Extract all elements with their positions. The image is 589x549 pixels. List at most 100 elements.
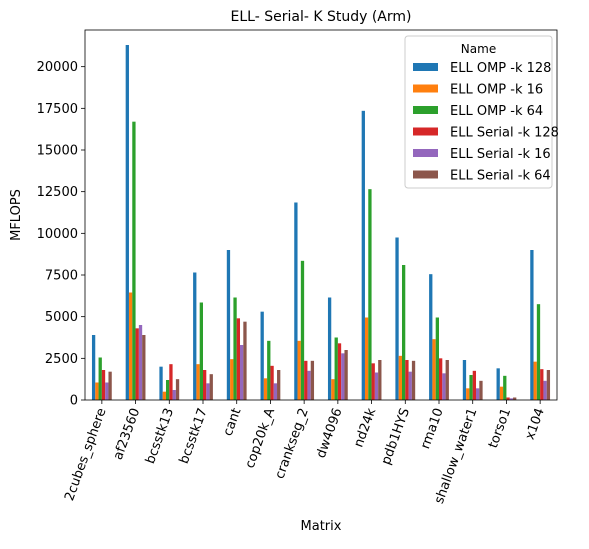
bar-rma10-4: [439, 358, 443, 400]
y-axis-label: MFLOPS: [9, 189, 24, 241]
x-tick-label: nd24k: [351, 406, 379, 450]
plot-frame: [84, 29, 558, 401]
bar-cop20k_A-3: [267, 340, 271, 400]
x-tick-label: dw4096: [314, 406, 346, 460]
bar-crankseg_2-1: [294, 202, 298, 400]
bar-dw4096-1: [327, 297, 332, 400]
bar-rma10-3: [435, 317, 439, 400]
bar-x104-6: [546, 370, 551, 400]
bar-af23560-1: [125, 45, 129, 400]
bar-cant-1: [226, 250, 231, 400]
y-tick-label: 10000: [37, 227, 78, 242]
bar-nd24k-3: [368, 189, 372, 400]
bar-2cubes_sphere-3: [98, 357, 102, 400]
bar-bcsstk13-6: [175, 379, 180, 400]
bar-af23560-5: [138, 325, 143, 400]
bar-cop20k_A-2: [263, 378, 268, 400]
bar-cop20k_A-5: [273, 383, 278, 400]
bar-torso1-4: [506, 397, 510, 400]
x-tick-label: cop20k_A: [243, 406, 279, 470]
x-tick-label: crankseg_2: [272, 406, 311, 481]
bar-2cubes_sphere-2: [95, 382, 99, 400]
bar-cop20k_A-6: [277, 370, 281, 400]
bar-x104-3: [536, 304, 541, 400]
bar-bcsstk13-4: [169, 364, 173, 400]
bar-shallow_water1-3: [469, 375, 473, 400]
bar-torso1-3: [503, 375, 507, 400]
bar-x104-2: [533, 361, 537, 400]
bar-cant-2: [230, 359, 234, 400]
bar-rma10-2: [432, 339, 436, 400]
bar-torso1-6: [513, 397, 517, 400]
bar-pdb1HYS-2: [398, 355, 402, 400]
bar-cop20k_A-1: [260, 311, 264, 400]
bar-pdb1HYS-1: [395, 237, 399, 400]
legend-swatch: [413, 170, 438, 179]
y-tick-label: 12500: [37, 185, 78, 200]
bar-crankseg_2-3: [300, 260, 305, 400]
y-tick-label: 5000: [45, 310, 78, 325]
bar-bcsstk13-1: [159, 366, 163, 400]
y-tick-label: 2500: [45, 352, 78, 367]
bar-rma10-5: [442, 373, 446, 400]
bar-shallow_water1-4: [472, 370, 477, 400]
bar-nd24k-2: [364, 317, 369, 400]
bar-af23560-4: [135, 328, 139, 400]
legend-swatch: [413, 63, 438, 71]
bar-bcsstk17-1: [193, 272, 197, 400]
bar-bcsstk13-3: [165, 380, 170, 400]
bar-dw4096-6: [344, 350, 348, 400]
legend-entry-label: ELL Serial -k 64: [450, 169, 551, 184]
x-tick-label: bcsstk17: [177, 406, 211, 466]
bar-bcsstk17-5: [206, 383, 210, 400]
bar-shallow_water1-6: [479, 380, 483, 400]
legend-entry-label: ELL OMP -k 64: [450, 104, 543, 119]
x-tick-label: rma10: [418, 406, 447, 451]
y-tick-label: 0: [70, 394, 78, 409]
bar-dw4096-4: [337, 343, 342, 400]
bar-nd24k-1: [361, 110, 365, 400]
y-tick-label: 17500: [37, 102, 78, 117]
bar-shallow_water1-5: [476, 388, 480, 400]
bar-bcsstk17-2: [196, 364, 200, 400]
bar-cant-3: [233, 297, 237, 400]
bar-nd24k-5: [374, 372, 379, 400]
bar-dw4096-2: [331, 379, 335, 400]
y-tick-group: 0 2500 5000 7500 10000 12500 15000 17500 20000: [37, 60, 85, 409]
legend-entry-label: ELL OMP -k 128: [450, 61, 551, 76]
bar-pdb1HYS-6: [411, 360, 416, 400]
legend-entry-label: ELL Serial -k 16: [450, 147, 551, 162]
legend-swatch: [413, 127, 438, 136]
bar-bcsstk17-6: [209, 374, 213, 400]
x-axis-label: Matrix: [301, 519, 342, 534]
bar-torso1-5: [509, 398, 514, 400]
y-tick-label: 7500: [45, 269, 78, 284]
bar-pdb1HYS-4: [405, 360, 409, 400]
bar-pdb1HYS-5: [408, 371, 412, 400]
bar-cant-5: [240, 345, 244, 400]
bar-torso1-2: [499, 386, 504, 400]
bar-bcsstk17-4: [203, 370, 207, 400]
legend-swatch: [413, 84, 438, 93]
bar-x104-4: [540, 369, 544, 400]
legend-box: [404, 35, 553, 189]
bar-shallow_water1-2: [466, 388, 470, 400]
legend-title: Name: [461, 42, 496, 56]
x-tick-label: torso1: [486, 406, 514, 450]
chart-title: ELL- Serial- K Study (Arm): [231, 9, 412, 25]
legend-swatch: [413, 106, 438, 114]
y-tick-label: 15000: [37, 144, 78, 159]
x-tick-label: bcsstk13: [143, 406, 177, 466]
bar-af23560-3: [132, 121, 136, 401]
bar-x104-5: [543, 380, 547, 400]
bar-shallow_water1-1: [462, 360, 467, 400]
bar-nd24k-6: [378, 360, 382, 400]
x-tick-label: x104: [523, 406, 548, 442]
bar-dw4096-5: [341, 353, 345, 400]
bar-2cubes_sphere-4: [101, 370, 106, 400]
x-tick-label: cant: [221, 406, 245, 438]
bar-af23560-2: [128, 292, 133, 400]
bar-cant-4: [236, 318, 241, 400]
